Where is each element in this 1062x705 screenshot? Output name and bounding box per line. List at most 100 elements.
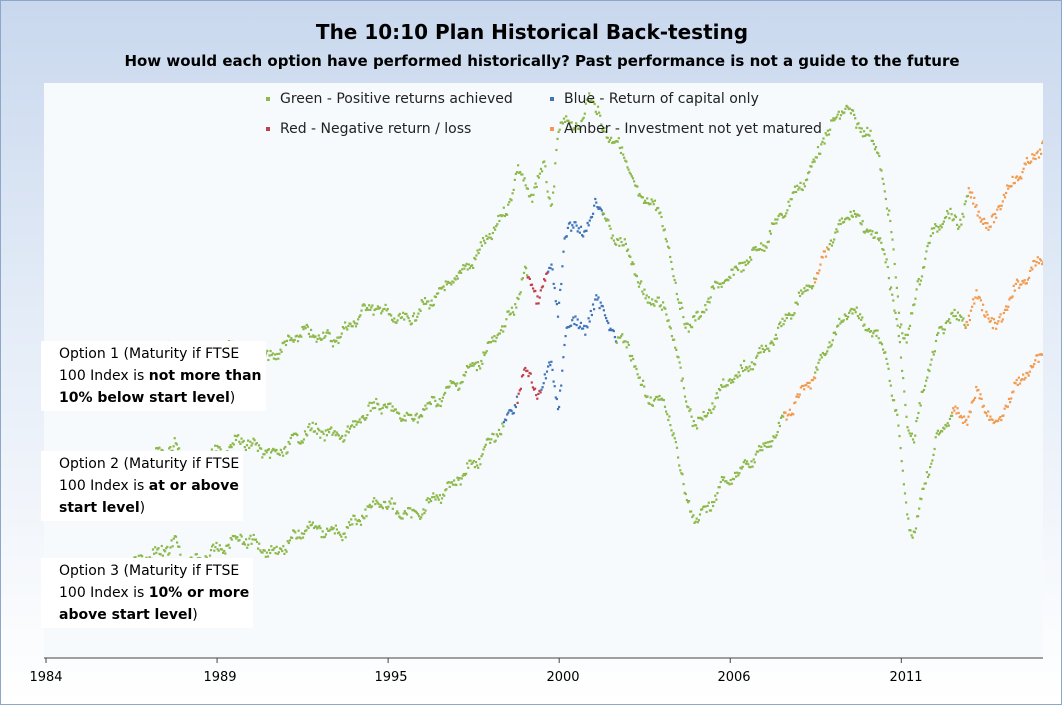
data-point <box>999 208 1002 211</box>
data-point <box>364 508 367 511</box>
data-point <box>538 389 541 392</box>
data-point <box>575 224 578 227</box>
data-point <box>1042 140 1043 143</box>
data-point <box>627 343 630 346</box>
data-point <box>477 252 480 255</box>
data-point <box>1016 383 1019 387</box>
legend-item-blue: Blue - Return of capital only <box>550 91 759 107</box>
data-point <box>947 212 950 215</box>
data-point <box>670 429 673 432</box>
data-point <box>663 405 667 408</box>
data-point <box>642 201 646 204</box>
data-point <box>934 223 937 226</box>
data-point <box>349 322 352 325</box>
data-point <box>969 309 973 312</box>
data-point <box>657 296 660 299</box>
legend-marker-red <box>266 127 270 131</box>
data-point <box>394 408 397 411</box>
data-point <box>974 205 977 208</box>
data-point <box>993 420 996 424</box>
data-point <box>920 498 923 501</box>
data-point <box>942 332 945 335</box>
data-point <box>830 343 833 346</box>
data-point <box>361 415 365 418</box>
data-point <box>423 512 426 515</box>
data-point <box>335 431 338 434</box>
data-point <box>627 248 630 251</box>
data-point <box>507 310 510 313</box>
data-point <box>995 327 998 330</box>
data-point <box>691 424 694 428</box>
data-point <box>943 328 946 331</box>
data-point <box>617 238 620 241</box>
data-point <box>673 338 676 341</box>
data-point <box>820 356 823 359</box>
data-point <box>351 424 354 427</box>
data-point <box>868 134 871 137</box>
data-point <box>587 99 590 102</box>
data-point <box>296 340 300 343</box>
data-point <box>797 291 800 294</box>
data-point <box>863 231 866 234</box>
data-point <box>178 545 181 548</box>
data-point <box>386 307 389 311</box>
data-point <box>699 315 702 318</box>
data-point <box>856 213 859 216</box>
data-point <box>918 283 921 286</box>
data-point <box>390 497 393 500</box>
data-point <box>768 349 771 353</box>
data-point <box>709 296 712 299</box>
data-point <box>553 286 556 290</box>
data-point <box>587 224 590 227</box>
data-point <box>735 267 739 270</box>
data-point <box>942 220 945 223</box>
data-point <box>479 463 482 466</box>
data-point <box>947 320 950 323</box>
data-point <box>966 423 969 426</box>
data-point <box>890 286 893 289</box>
data-point <box>837 110 840 113</box>
data-point <box>906 333 909 336</box>
data-point <box>475 369 478 372</box>
data-point <box>371 407 374 410</box>
data-point <box>440 287 443 290</box>
data-point <box>1003 308 1007 311</box>
data-point <box>759 449 762 452</box>
data-point <box>386 406 389 409</box>
data-point <box>848 107 851 110</box>
data-point <box>336 433 339 436</box>
data-point <box>724 385 727 388</box>
data-point <box>694 319 697 322</box>
data-point <box>631 177 635 180</box>
data-point <box>986 313 989 316</box>
data-point <box>721 385 724 388</box>
data-point <box>236 536 239 539</box>
data-point <box>963 415 966 418</box>
data-point <box>803 185 806 188</box>
data-point <box>1001 318 1004 321</box>
data-point <box>383 307 386 310</box>
data-point <box>442 393 446 396</box>
data-point <box>515 171 519 174</box>
data-point <box>570 121 573 124</box>
data-point <box>882 348 885 351</box>
data-point <box>957 227 960 230</box>
data-point <box>834 333 838 336</box>
data-point <box>655 300 658 303</box>
data-point <box>644 297 647 300</box>
data-point <box>953 409 956 412</box>
data-point <box>372 401 376 404</box>
option-3-label: Option 3 (Maturity if FTSE 100 Index is … <box>41 558 254 628</box>
data-point <box>478 365 481 368</box>
data-point <box>492 339 495 342</box>
data-point <box>652 203 655 206</box>
data-point <box>229 444 232 447</box>
data-point <box>761 347 764 350</box>
data-point <box>411 315 415 318</box>
data-point <box>820 143 823 146</box>
data-point <box>278 352 281 355</box>
series-2-segment-amber <box>964 256 1043 330</box>
data-point <box>948 217 951 220</box>
data-point <box>430 500 433 503</box>
data-point <box>845 217 848 220</box>
